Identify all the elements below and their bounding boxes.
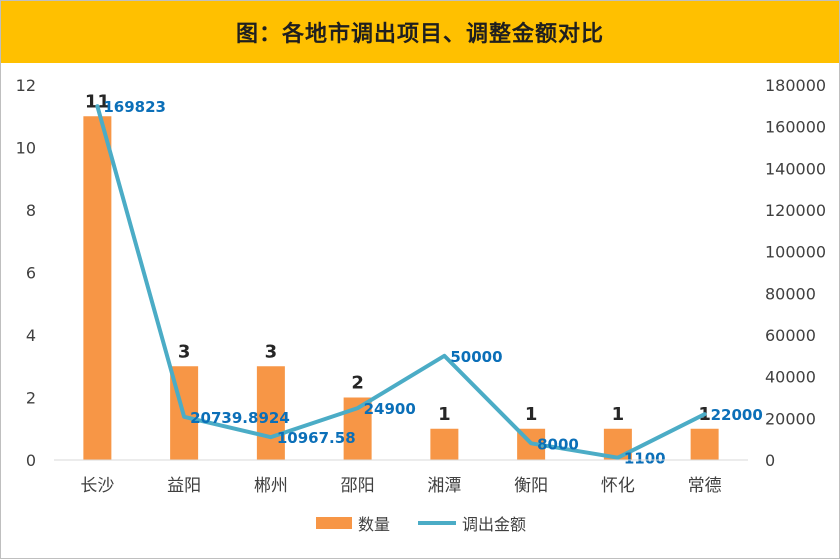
bar-data-labels: 113 321 1 1 1 [85, 91, 711, 425]
chart-title: 图：各地市调出项目、调整金额对比 [235, 22, 604, 47]
bar-data-label: 2 [351, 373, 364, 394]
y-right-tick-label: 20000 [765, 409, 816, 428]
x-tick-label: 常德 [688, 476, 722, 496]
y-right-tick-label: 60000 [765, 326, 816, 345]
line-data-label: 10967.58 [277, 429, 356, 447]
x-tick-label: 怀化 [601, 476, 635, 496]
bar-data-label: 1 [612, 404, 625, 425]
bar [690, 428, 719, 460]
y-left-tick-label: 0 [26, 451, 36, 470]
line-data-label: 8000 [537, 435, 579, 453]
y-left-tick-label: 12 [16, 76, 36, 95]
y-left-tick-label: 8 [26, 201, 36, 220]
title-bar: 图：各地市调出项目、调整金额对比 [1, 1, 839, 63]
x-axis: 长沙 益阳 郴州 邵阳 湘潭 衡阳 怀化 常德 [54, 459, 748, 496]
bar [430, 428, 459, 460]
y-right-tick-label: 0 [765, 451, 775, 470]
y-left-tick-label: 4 [26, 326, 36, 345]
bar [256, 366, 285, 460]
line-data-label: 22000 [711, 406, 763, 424]
y-right-tick-label: 120000 [765, 201, 826, 220]
legend-label-bar: 数量 [358, 515, 390, 534]
y-left-axis: 0 2 4 6 8 10 12 [16, 76, 36, 470]
y-right-tick-label: 40000 [765, 368, 816, 387]
line-data-label: 24900 [364, 400, 416, 418]
y-right-tick-label: 160000 [765, 118, 826, 137]
y-right-tick-label: 100000 [765, 243, 826, 262]
y-right-axis: 0 20000 40000 60000 80000 100000 120000 140000 1… [765, 76, 826, 470]
y-right-tick-label: 80000 [765, 284, 816, 303]
bar [83, 116, 112, 460]
y-left-tick-label: 2 [26, 389, 36, 408]
x-tick-label: 邵阳 [341, 476, 375, 496]
legend-label-line: 调出金额 [462, 515, 526, 534]
line-data-label: 1100 [624, 450, 666, 468]
x-tick-label: 衡阳 [514, 476, 548, 496]
bar-data-label: 3 [265, 341, 278, 362]
legend: 数量 调出金额 [316, 515, 526, 534]
line-data-labels: 16982320739.892410967.582490050000800011… [103, 98, 762, 468]
x-tick-label: 长沙 [80, 476, 114, 496]
bar-data-label: 11 [85, 91, 110, 112]
legend-swatch-bar [316, 517, 352, 529]
line-data-label: 50000 [450, 348, 502, 366]
y-right-tick-label: 180000 [765, 76, 826, 95]
line-data-label: 20739.8924 [190, 409, 290, 427]
y-right-tick-label: 140000 [765, 159, 826, 178]
x-tick-label: 郴州 [254, 476, 288, 496]
line-series [95, 104, 707, 460]
line-data-label: 169823 [103, 98, 166, 116]
bar-data-label: 3 [178, 341, 191, 362]
y-left-tick-label: 10 [16, 139, 36, 158]
series-line [95, 104, 707, 460]
x-tick-label: 益阳 [167, 476, 201, 496]
bar-data-label: 1 [438, 404, 451, 425]
bar-data-label: 1 [525, 404, 538, 425]
y-left-tick-label: 6 [26, 264, 36, 283]
x-tick-label: 湘潭 [427, 476, 461, 496]
